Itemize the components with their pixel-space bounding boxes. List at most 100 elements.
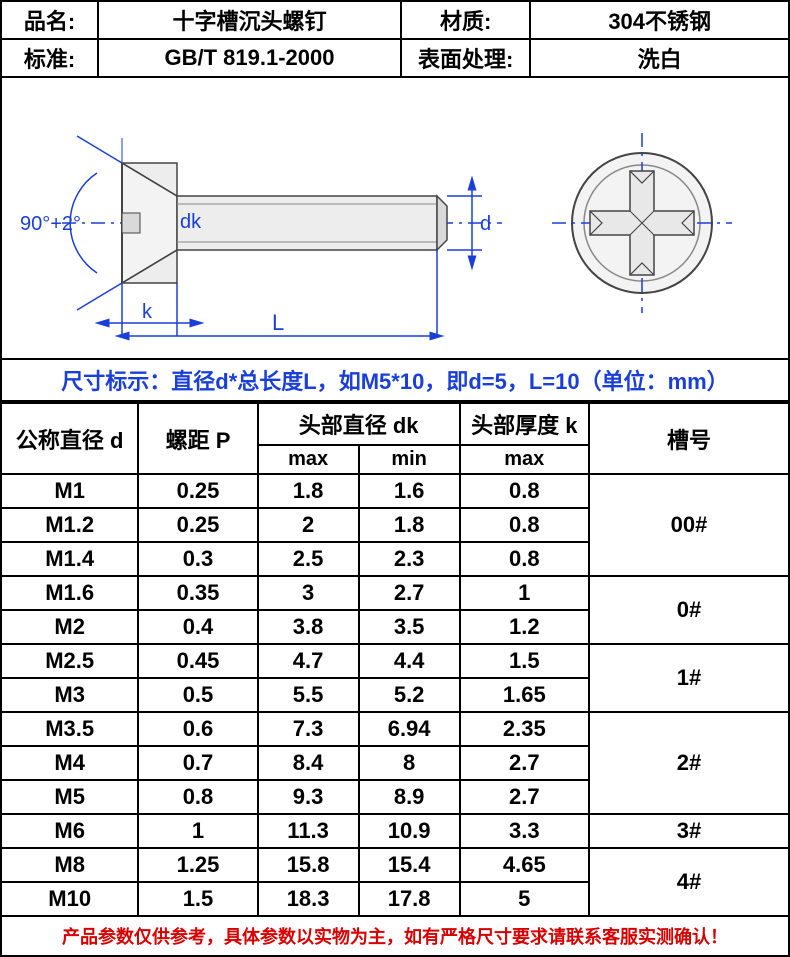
- header-row-1: 品名: 十字槽沉头螺钉 材质: 304不锈钢: [1, 1, 789, 39]
- cell-value: 2.35: [460, 712, 589, 746]
- cell-value: 0.8: [460, 474, 589, 508]
- cell-diameter: M1.4: [1, 542, 138, 576]
- col-k-max: max: [460, 445, 589, 474]
- angle-label: 90°+2°: [20, 213, 81, 235]
- cell-value: 2.7: [359, 576, 460, 610]
- cell-value: 5.5: [258, 678, 359, 712]
- cell-diameter: M5: [1, 780, 138, 814]
- col-diameter: 公称直径 d: [1, 403, 138, 474]
- standard-label: 标准:: [1, 39, 98, 77]
- cell-value: 8: [359, 746, 460, 780]
- name-value: 十字槽沉头螺钉: [98, 1, 401, 39]
- cell-value: 15.4: [359, 848, 460, 882]
- cell-value: 9.3: [258, 780, 359, 814]
- cell-diameter: M10: [1, 882, 138, 916]
- cell-value: 4.4: [359, 644, 460, 678]
- table-row: M81.2515.815.44.654#: [1, 848, 789, 882]
- cell-value: 4.65: [460, 848, 589, 882]
- cell-value: 6.94: [359, 712, 460, 746]
- cell-slot: 1#: [589, 644, 789, 712]
- cell-diameter: M1.6: [1, 576, 138, 610]
- cell-value: 0.8: [460, 542, 589, 576]
- note-row: 尺寸标示：直径d*总长度L，如M5*10，即d=5，L=10（单位：mm）: [1, 359, 789, 401]
- header-table: 品名: 十字槽沉头螺钉 材质: 304不锈钢 标准: GB/T 819.1-20…: [0, 0, 790, 402]
- cell-value: 1.8: [258, 474, 359, 508]
- cell-value: 8.4: [258, 746, 359, 780]
- cell-diameter: M4: [1, 746, 138, 780]
- cell-diameter: M8: [1, 848, 138, 882]
- col-dk-min: min: [359, 445, 460, 474]
- cell-value: 0.45: [138, 644, 257, 678]
- L-label: L: [272, 310, 284, 335]
- footer-text: 产品参数仅供参考，具体参数以实物为主，如有严格尺寸要求请联系客服实测确认！: [1, 916, 789, 956]
- cell-value: 1.8: [359, 508, 460, 542]
- cell-value: 15.8: [258, 848, 359, 882]
- table-row: M3.50.67.36.942.352#: [1, 712, 789, 746]
- col-dk-max: max: [258, 445, 359, 474]
- cell-slot: 3#: [589, 814, 789, 848]
- cell-slot: 00#: [589, 474, 789, 576]
- cell-value: 1.5: [460, 644, 589, 678]
- cell-value: 0.7: [138, 746, 257, 780]
- spec-table: 公称直径 d 螺距 P 头部直径 dk 头部厚度 k 槽号 max min ma…: [0, 402, 790, 957]
- cell-value: 1.5: [138, 882, 257, 916]
- cell-value: 18.3: [258, 882, 359, 916]
- cell-value: 2.7: [460, 780, 589, 814]
- dk-label: dk: [180, 211, 202, 233]
- name-label: 品名:: [1, 1, 98, 39]
- cell-slot: 2#: [589, 712, 789, 814]
- cell-diameter: M2.5: [1, 644, 138, 678]
- k-label: k: [142, 301, 153, 323]
- surface-label: 表面处理:: [401, 39, 530, 77]
- d-label: d: [480, 213, 491, 235]
- cell-value: 1.25: [138, 848, 257, 882]
- cell-value: 3.3: [460, 814, 589, 848]
- cell-diameter: M3.5: [1, 712, 138, 746]
- table-row: M2.50.454.74.41.51#: [1, 644, 789, 678]
- surface-value: 洗白: [530, 39, 789, 77]
- cell-value: 0.4: [138, 610, 257, 644]
- cell-value: 8.9: [359, 780, 460, 814]
- cell-diameter: M2: [1, 610, 138, 644]
- cell-value: 2.3: [359, 542, 460, 576]
- cell-value: 2.7: [460, 746, 589, 780]
- material-label: 材质:: [401, 1, 530, 39]
- col-slot: 槽号: [589, 403, 789, 474]
- table-row: M1.60.3532.710#: [1, 576, 789, 610]
- cell-value: 2.5: [258, 542, 359, 576]
- col-pitch: 螺距 P: [138, 403, 257, 474]
- cell-value: 11.3: [258, 814, 359, 848]
- screw-diagram: 90°+2° dk d k L: [2, 78, 790, 358]
- cell-value: 2: [258, 508, 359, 542]
- diagram-row: 90°+2° dk d k L: [1, 77, 789, 359]
- material-value: 304不锈钢: [530, 1, 789, 39]
- spec-body: M10.251.81.60.800#M1.20.2521.80.8M1.40.3…: [1, 474, 789, 916]
- cell-value: 5: [460, 882, 589, 916]
- cell-value: 0.25: [138, 508, 257, 542]
- col-head-dia: 头部直径 dk: [258, 403, 460, 445]
- footer-row: 产品参数仅供参考，具体参数以实物为主，如有严格尺寸要求请联系客服实测确认！: [1, 916, 789, 956]
- cell-value: 1.6: [359, 474, 460, 508]
- cell-slot: 0#: [589, 576, 789, 644]
- cell-value: 0.6: [138, 712, 257, 746]
- cell-value: 0.8: [138, 780, 257, 814]
- note-text: 尺寸标示：直径d*总长度L，如M5*10，即d=5，L=10（单位：mm）: [1, 359, 789, 401]
- cell-value: 0.5: [138, 678, 257, 712]
- col-head-thick: 头部厚度 k: [460, 403, 589, 445]
- cell-diameter: M6: [1, 814, 138, 848]
- header-row-2: 标准: GB/T 819.1-2000 表面处理: 洗白: [1, 39, 789, 77]
- table-row: M10.251.81.60.800#: [1, 474, 789, 508]
- cell-diameter: M1.2: [1, 508, 138, 542]
- cell-value: 17.8: [359, 882, 460, 916]
- cell-value: 7.3: [258, 712, 359, 746]
- cell-diameter: M1: [1, 474, 138, 508]
- cell-value: 1.65: [460, 678, 589, 712]
- table-row: M6111.310.93.33#: [1, 814, 789, 848]
- standard-value: GB/T 819.1-2000: [98, 39, 401, 77]
- cell-value: 1: [460, 576, 589, 610]
- cell-diameter: M3: [1, 678, 138, 712]
- cell-value: 3: [258, 576, 359, 610]
- cell-value: 3.5: [359, 610, 460, 644]
- cell-slot: 4#: [589, 848, 789, 916]
- cell-value: 4.7: [258, 644, 359, 678]
